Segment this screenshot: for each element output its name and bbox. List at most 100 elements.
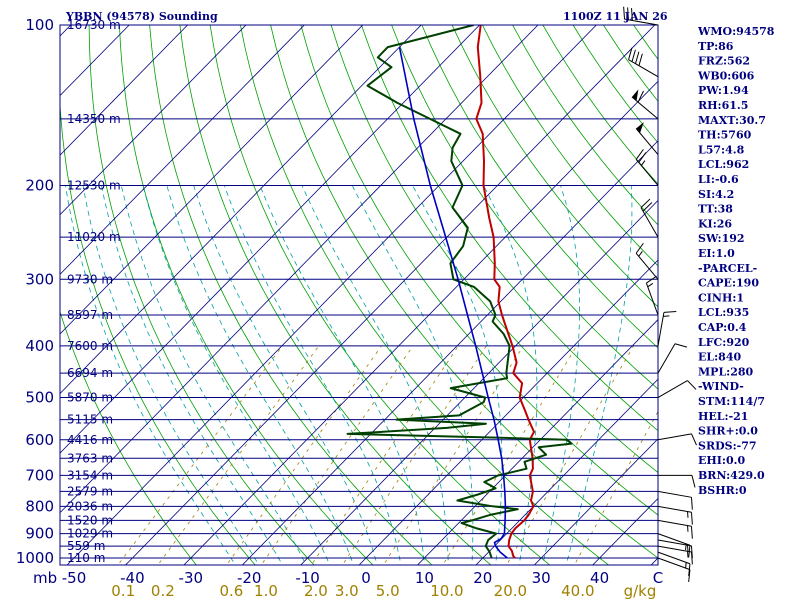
temperature-tick-label: 40 xyxy=(590,569,609,587)
index-entry: BRN:429.0 xyxy=(698,469,765,482)
pressure-tick-label: 300 xyxy=(25,270,54,288)
pressure-tick-label: 500 xyxy=(25,389,54,407)
moist-adiabat xyxy=(224,185,402,565)
index-entry: WMO:94578 xyxy=(697,25,775,38)
isotherm xyxy=(60,25,247,216)
index-entry: LFC:920 xyxy=(698,336,750,349)
height-label: 14350 m xyxy=(67,112,121,126)
wind-barb xyxy=(657,433,697,446)
temperature-tick-label: -40 xyxy=(120,569,145,587)
mixing-ratio-tick-label: 40.0 xyxy=(561,582,594,600)
dry-adiabat xyxy=(765,1,800,570)
mixing-ratio-tick-label: 2.0 xyxy=(304,582,328,600)
wind-barb xyxy=(623,6,659,26)
index-entry: SW:192 xyxy=(698,232,745,245)
temperature-tick-label: -20 xyxy=(237,569,262,587)
index-entry: SHR+:0.0 xyxy=(698,425,758,438)
moist-adiabat xyxy=(82,185,260,565)
mixing-ratio-unit: g/kg xyxy=(624,582,657,600)
mixing-ratio-line xyxy=(226,345,382,565)
temperature-line xyxy=(475,25,535,559)
mixing-ratio-tick-label: 10.0 xyxy=(430,582,463,600)
height-label: 8597 m xyxy=(67,308,113,322)
wind-barb xyxy=(657,505,693,525)
mixing-ratio-tick-label: 1.0 xyxy=(254,582,278,600)
moist-adiabat xyxy=(65,185,236,565)
moist-adiabat xyxy=(166,185,354,565)
pressure-tick-label: 600 xyxy=(25,431,54,449)
temperature-tick-label: 30 xyxy=(532,569,551,587)
wind-barb xyxy=(645,275,659,316)
index-entry: MPL:280 xyxy=(698,365,754,378)
index-entry: TT:38 xyxy=(698,203,733,216)
isotherm xyxy=(60,25,539,514)
pressure-tick-label: 100 xyxy=(25,16,54,34)
wind-barb xyxy=(628,47,659,78)
pressure-tick-label: 900 xyxy=(25,525,54,543)
index-entry: CINH:1 xyxy=(698,291,744,304)
index-entry: SRDS:-77 xyxy=(698,439,757,452)
wind-barb xyxy=(658,474,696,488)
moist-adiabat xyxy=(301,185,449,565)
height-label: 3763 m xyxy=(67,451,113,465)
height-label: 5115 m xyxy=(67,413,113,427)
pressure-tick-label: 800 xyxy=(25,497,54,515)
index-entry: HEL:-21 xyxy=(698,410,748,423)
mixing-ratio-line xyxy=(260,345,414,565)
isotherm xyxy=(60,25,481,454)
index-entry: STM:114/7 xyxy=(698,395,765,408)
isotherm xyxy=(60,25,305,275)
temperature-tick-label: 20 xyxy=(473,569,492,587)
height-label: 12530 m xyxy=(67,178,121,192)
dry-adiabat xyxy=(149,25,433,565)
wind-barbs xyxy=(623,6,697,582)
mixing-ratio-tick-label: 5.0 xyxy=(376,582,400,600)
isotherm xyxy=(66,25,597,565)
height-label: 4416 m xyxy=(67,433,113,447)
index-entry: FRZ:562 xyxy=(698,55,750,68)
mixing-ratio-tick-label: 20.0 xyxy=(494,582,527,600)
dry-adiabat xyxy=(239,25,610,565)
temperature-tick-label: -30 xyxy=(179,569,204,587)
mixing-ratio-line xyxy=(573,410,658,565)
temperature-unit: C xyxy=(653,569,663,587)
isotherm xyxy=(60,25,422,395)
dry-adiabat xyxy=(209,25,551,565)
wind-barb xyxy=(657,490,693,510)
moist-adiabat xyxy=(120,185,307,565)
mixing-ratio-line xyxy=(117,345,283,565)
wind-barb xyxy=(657,311,677,346)
isotherm xyxy=(533,438,658,565)
index-entry: -PARCEL- xyxy=(698,262,757,275)
index-entry: LCL:962 xyxy=(698,158,749,171)
mixing-ratio-line xyxy=(157,345,320,565)
temperature-tick-label: 10 xyxy=(415,569,434,587)
height-label: 11020 m xyxy=(67,230,121,244)
moist-adiabat xyxy=(101,185,283,565)
index-entry: PW:1.94 xyxy=(698,84,749,97)
moist-adiabat xyxy=(193,185,378,565)
background-lines xyxy=(60,1,800,570)
height-label: 9730 m xyxy=(67,272,113,286)
index-entry: CAP:0.4 xyxy=(698,321,747,334)
height-label: 110 m xyxy=(67,551,105,565)
height-label: 3154 m xyxy=(67,468,113,482)
parcel-line xyxy=(398,46,508,559)
height-label: 559 m xyxy=(67,539,105,553)
moist-adiabat xyxy=(542,185,580,565)
mixing-ratio-line xyxy=(506,345,634,565)
isotherm xyxy=(60,25,189,156)
dry-adiabat xyxy=(118,25,374,565)
wind-barb xyxy=(657,519,693,539)
isotherm xyxy=(300,199,658,565)
mixing-ratio-line xyxy=(442,345,578,565)
isotherm xyxy=(358,259,658,565)
wind-barb xyxy=(635,149,659,186)
wind-barb xyxy=(657,545,693,565)
index-entry: RH:61.5 xyxy=(698,99,748,112)
isotherm xyxy=(183,80,658,565)
dry-adiabat xyxy=(542,25,658,185)
index-entry: BSHR:0 xyxy=(698,484,747,497)
